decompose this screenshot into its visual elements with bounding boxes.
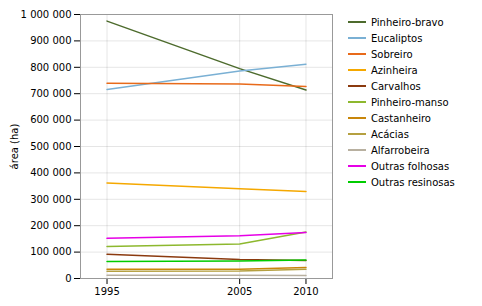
svg-text:300 000: 300 000 — [30, 194, 71, 205]
html-text:Alfarrobeira: Alfarrobeira — [371, 144, 430, 156]
svg-text:2005: 2005 — [227, 286, 252, 297]
html-text:Outras folhosas: Outras folhosas — [371, 160, 450, 172]
svg-text:2010: 2010 — [293, 286, 318, 297]
html-text:Acácias: Acácias — [371, 128, 409, 140]
html-text:Castanheiro: Castanheiro — [371, 112, 431, 124]
html-text:Pinheiro-bravo: Pinheiro-bravo — [371, 16, 444, 28]
svg-text:700 000: 700 000 — [30, 88, 71, 99]
html-text:Outras resinosas: Outras resinosas — [371, 176, 455, 188]
svg-text:900 000: 900 000 — [30, 35, 71, 46]
html-text:Azinheira: Azinheira — [371, 64, 418, 76]
html-text:Pinheiro-manso: Pinheiro-manso — [371, 96, 449, 108]
html-text:Eucaliptos: Eucaliptos — [371, 32, 423, 44]
svg-text:400 000: 400 000 — [30, 167, 71, 178]
svg-text:500 000: 500 000 — [30, 141, 71, 152]
html-text:Carvalhos: Carvalhos — [371, 80, 421, 92]
html-text:Sobreiro: Sobreiro — [371, 48, 413, 60]
svg-text:1 000 000: 1 000 000 — [21, 9, 72, 20]
svg-text:600 000: 600 000 — [30, 114, 71, 125]
svg-text:área (ha): área (ha) — [9, 124, 20, 170]
svg-text:200 000: 200 000 — [30, 220, 71, 231]
svg-text:1995: 1995 — [94, 286, 119, 297]
svg-text:800 000: 800 000 — [30, 62, 71, 73]
svg-text:100 000: 100 000 — [30, 246, 71, 257]
svg-text:0: 0 — [65, 273, 71, 284]
